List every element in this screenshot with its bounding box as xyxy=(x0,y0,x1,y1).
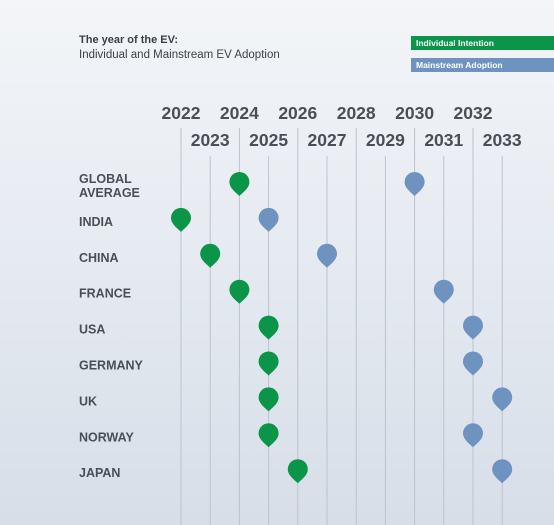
intention-marker-norway xyxy=(258,423,279,448)
chart-subtitle: Individual and Mainstream EV Adoption xyxy=(79,49,280,61)
intention-marker-france xyxy=(229,279,250,304)
intention-marker-usa xyxy=(258,315,279,340)
year-label-2030: 2030 xyxy=(395,103,434,123)
intention-marker-china xyxy=(200,243,221,268)
legend-individual-intention: Individual Intention xyxy=(411,36,554,50)
adoption-marker-usa xyxy=(463,315,483,340)
year-label-2023: 2023 xyxy=(191,130,230,150)
country-label-india: INDIA xyxy=(79,215,113,229)
year-label-2025: 2025 xyxy=(249,130,288,150)
country-label-germany: GERMANY xyxy=(79,359,144,373)
country-label-usa: USA xyxy=(79,323,105,337)
country-label-japan: JAPAN xyxy=(79,466,120,480)
adoption-marker-norway xyxy=(463,423,483,448)
intention-marker-global-average xyxy=(229,172,250,196)
year-label-2029: 2029 xyxy=(366,130,405,150)
year-label-2031: 2031 xyxy=(424,130,463,150)
year-label-2022: 2022 xyxy=(162,103,201,123)
adoption-marker-japan xyxy=(492,459,513,484)
intention-marker-uk xyxy=(258,387,279,412)
adoption-marker-india xyxy=(258,207,279,232)
year-label-2027: 2027 xyxy=(308,130,347,150)
adoption-marker-china xyxy=(317,243,337,268)
country-label-global-average: GLOBAL AVERAGE xyxy=(79,172,140,200)
year-label-2033: 2033 xyxy=(483,130,522,150)
year-label-2026: 2026 xyxy=(278,103,317,123)
year-label-2028: 2028 xyxy=(337,103,376,123)
adoption-marker-germany xyxy=(463,351,483,376)
intention-marker-germany xyxy=(258,351,279,376)
adoption-marker-france xyxy=(433,279,454,304)
country-label-norway: NORWAY xyxy=(79,430,135,444)
adoption-marker-global-average xyxy=(404,172,425,196)
country-label-china: CHINA xyxy=(79,251,119,265)
intention-marker-india xyxy=(171,207,191,232)
intention-marker-japan xyxy=(287,459,308,484)
adoption-marker-uk xyxy=(492,387,513,412)
year-label-2024: 2024 xyxy=(220,103,259,123)
legend-mainstream-adoption: Mainstream Adoption xyxy=(411,58,554,72)
chart-title: The year of the EV: xyxy=(79,34,179,46)
country-label-uk: UK xyxy=(79,394,97,408)
country-label-france: FRANCE xyxy=(79,287,131,301)
year-label-2032: 2032 xyxy=(454,103,493,123)
